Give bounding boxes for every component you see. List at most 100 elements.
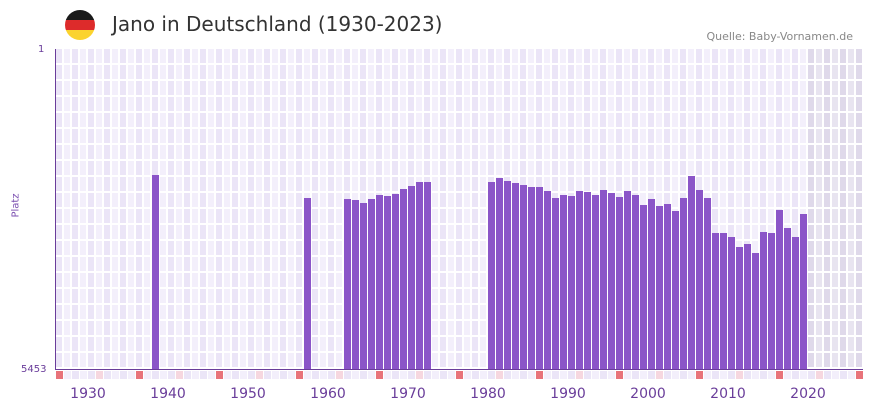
bar-1985[interactable] bbox=[512, 182, 519, 369]
grid-cell bbox=[128, 145, 134, 159]
bar-1965[interactable] bbox=[352, 199, 359, 369]
bar-2000[interactable] bbox=[632, 194, 639, 369]
grid-cell bbox=[248, 113, 254, 127]
bar-1964[interactable] bbox=[344, 198, 351, 369]
grid-cell bbox=[296, 97, 302, 111]
bar-1984[interactable] bbox=[504, 180, 511, 369]
bar-1969[interactable] bbox=[384, 195, 391, 369]
grid-cell bbox=[88, 241, 94, 255]
bar-2008[interactable] bbox=[696, 189, 703, 369]
grid-cell bbox=[64, 305, 70, 319]
bar-2004[interactable] bbox=[664, 203, 671, 369]
grid-cell bbox=[712, 177, 718, 191]
bar-2002[interactable] bbox=[648, 198, 655, 369]
bar-1986[interactable] bbox=[520, 184, 527, 369]
bar-1997[interactable] bbox=[608, 192, 615, 369]
bar-1974[interactable] bbox=[424, 181, 431, 369]
bar-1989[interactable] bbox=[544, 190, 551, 369]
year-marker bbox=[264, 371, 271, 379]
bar-1996[interactable] bbox=[600, 189, 607, 369]
bar-1994[interactable] bbox=[584, 191, 591, 369]
bar-2012[interactable] bbox=[728, 236, 735, 369]
grid-cell bbox=[480, 209, 486, 223]
bar-2014[interactable] bbox=[744, 243, 751, 369]
bar-1990[interactable] bbox=[552, 197, 559, 369]
bar-1995[interactable] bbox=[592, 194, 599, 369]
grid-cell bbox=[216, 257, 222, 271]
grid-cell bbox=[328, 353, 334, 367]
grid-cell bbox=[408, 81, 414, 95]
bar-1987[interactable] bbox=[528, 186, 535, 369]
year-marker bbox=[792, 371, 799, 379]
bar-2013[interactable] bbox=[736, 246, 743, 369]
bar-1967[interactable] bbox=[368, 198, 375, 369]
grid-cell bbox=[232, 289, 238, 303]
grid-cell bbox=[432, 241, 438, 255]
bar-1966[interactable] bbox=[360, 202, 367, 369]
grid-cell bbox=[568, 65, 574, 79]
year-marker bbox=[752, 371, 759, 379]
bar-2015[interactable] bbox=[752, 252, 759, 369]
bar-1940[interactable] bbox=[152, 174, 159, 369]
grid-cell bbox=[688, 161, 694, 175]
year-marker bbox=[784, 371, 791, 379]
grid-cell bbox=[272, 257, 278, 271]
grid-cell bbox=[192, 337, 198, 351]
bar-1973[interactable] bbox=[416, 181, 423, 369]
bar-1983[interactable] bbox=[496, 177, 503, 369]
grid-cell bbox=[592, 145, 598, 159]
bar-2009[interactable] bbox=[704, 197, 711, 369]
grid-cell bbox=[760, 177, 766, 191]
grid-cell bbox=[736, 81, 742, 95]
grid-cell bbox=[384, 65, 390, 79]
grid-cell bbox=[824, 273, 830, 287]
grid-cell bbox=[120, 177, 126, 191]
grid-cell bbox=[120, 289, 126, 303]
grid-cell bbox=[856, 161, 862, 175]
grid-cell bbox=[144, 161, 150, 175]
bar-2005[interactable] bbox=[672, 210, 679, 369]
grid-cell bbox=[368, 81, 374, 95]
bar-1993[interactable] bbox=[576, 190, 583, 369]
grid-cell bbox=[360, 113, 366, 127]
bar-1999[interactable] bbox=[624, 190, 631, 369]
grid-cell bbox=[464, 65, 470, 79]
bar-1968[interactable] bbox=[376, 194, 383, 369]
bar-1991[interactable] bbox=[560, 194, 567, 369]
grid-cell bbox=[440, 257, 446, 271]
bar-2007[interactable] bbox=[688, 175, 695, 369]
bar-1971[interactable] bbox=[400, 188, 407, 369]
grid-cell bbox=[176, 161, 182, 175]
bar-2017[interactable] bbox=[768, 232, 775, 369]
grid-cell bbox=[656, 161, 662, 175]
bar-2003[interactable] bbox=[656, 205, 663, 369]
bar-2018[interactable] bbox=[776, 209, 783, 369]
bar-2011[interactable] bbox=[720, 232, 727, 369]
year-marker bbox=[488, 371, 495, 379]
bar-2010[interactable] bbox=[712, 232, 719, 369]
bar-2021[interactable] bbox=[800, 213, 807, 369]
grid-cell bbox=[840, 113, 846, 127]
grid-cell bbox=[808, 209, 814, 223]
bar-1982[interactable] bbox=[488, 181, 495, 369]
grid-cell bbox=[64, 129, 70, 143]
grid-cell bbox=[224, 145, 230, 159]
grid-cell bbox=[768, 97, 774, 111]
bar-2019[interactable] bbox=[784, 227, 791, 369]
bar-1998[interactable] bbox=[616, 196, 623, 369]
bar-1992[interactable] bbox=[568, 195, 575, 369]
bar-1970[interactable] bbox=[392, 193, 399, 369]
bar-1988[interactable] bbox=[536, 186, 543, 369]
bar-2020[interactable] bbox=[792, 236, 799, 369]
grid-cell bbox=[136, 161, 142, 175]
bar-1972[interactable] bbox=[408, 185, 415, 369]
grid-cell bbox=[208, 113, 214, 127]
grid-cell bbox=[232, 97, 238, 111]
grid-cell bbox=[328, 337, 334, 351]
bar-1959[interactable] bbox=[304, 197, 311, 369]
bar-2006[interactable] bbox=[680, 197, 687, 369]
bar-2016[interactable] bbox=[760, 231, 767, 369]
grid-cell bbox=[552, 129, 558, 143]
grid-cell bbox=[832, 113, 838, 127]
bar-2001[interactable] bbox=[640, 204, 647, 369]
